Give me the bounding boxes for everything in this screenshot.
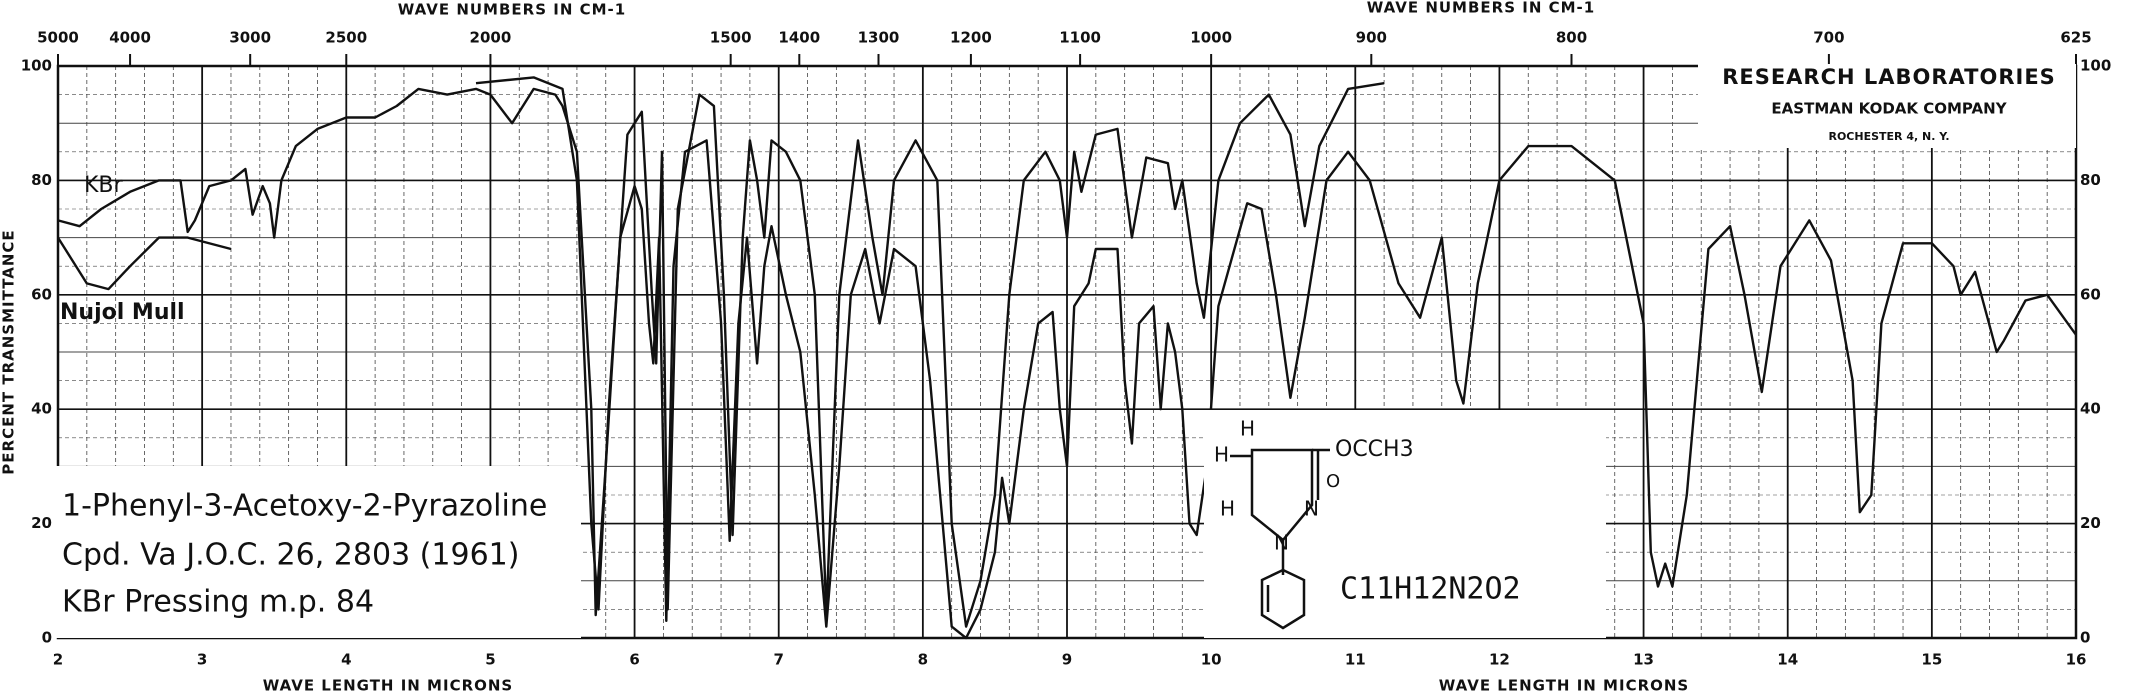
top-tick-label: 5000 bbox=[37, 29, 79, 47]
top-tick-label: 1100 bbox=[1059, 29, 1101, 47]
x-tick-label: 7 bbox=[773, 651, 783, 669]
top-tick-label: 2000 bbox=[470, 29, 512, 47]
x-tick-label: 5 bbox=[485, 651, 495, 669]
x-tick-label: 10 bbox=[1201, 651, 1222, 669]
spectrum-line bbox=[57, 87, 2077, 640]
method: KBr Pressing m.p. 84 bbox=[62, 585, 374, 620]
series-annotation: Nujol Mull bbox=[60, 300, 185, 325]
x-tick-label: 6 bbox=[629, 651, 639, 669]
x-tick-label: 3 bbox=[197, 651, 207, 669]
y-axis-label: PERCENT TRANSMITTANCE bbox=[0, 229, 18, 474]
x-tick-label: 15 bbox=[1921, 651, 1942, 669]
series-annotation: KBr bbox=[84, 173, 124, 198]
y-tick-label: 40 bbox=[31, 400, 52, 418]
x-tick-label: 9 bbox=[1062, 651, 1072, 669]
compound-name: 1-Phenyl-3-Acetoxy-2-Pyrazoline bbox=[62, 489, 547, 524]
structure-atom: H bbox=[1214, 443, 1229, 467]
bottom-axis-label: WAVE LENGTH IN MICRONS bbox=[263, 677, 514, 695]
y-tick-label-right: 100 bbox=[2080, 57, 2111, 75]
top-tick-label: 4000 bbox=[109, 29, 151, 47]
y-tick-label: 80 bbox=[31, 171, 52, 189]
top-tick-label: 1400 bbox=[778, 29, 820, 47]
spectrum-line bbox=[475, 76, 1385, 628]
notes-box bbox=[56, 466, 581, 638]
top-axis-label: WAVE NUMBERS IN CM-1 bbox=[398, 1, 626, 19]
x-tick-label: 13 bbox=[1633, 651, 1654, 669]
lab-box bbox=[1698, 64, 2076, 148]
top-tick-label: 1500 bbox=[710, 29, 752, 47]
y-tick-label-right: 0 bbox=[2080, 629, 2090, 647]
x-tick-label: 11 bbox=[1345, 651, 1366, 669]
lab-name: RESEARCH LABORATORIES bbox=[1722, 65, 2056, 89]
top-tick-label: 1300 bbox=[858, 29, 900, 47]
spectra bbox=[56, 76, 2077, 640]
structure-atom: H bbox=[1240, 417, 1255, 441]
structure-bonds bbox=[1230, 448, 1330, 630]
structure-atom: H bbox=[1220, 497, 1235, 521]
top-tick-label: 700 bbox=[1813, 29, 1844, 47]
top-axis-label: WAVE NUMBERS IN CM-1 bbox=[1367, 0, 1595, 17]
y-tick-label-right: 40 bbox=[2080, 400, 2101, 418]
structure-box bbox=[1204, 410, 1606, 638]
top-tick-label: 2500 bbox=[325, 29, 367, 47]
lab-company: EASTMAN KODAK COMPANY bbox=[1771, 100, 2007, 118]
spectrum-line bbox=[56, 236, 232, 291]
reference: Cpd. Va J.O.C. 26, 2803 (1961) bbox=[62, 538, 519, 573]
top-tick-label: 3000 bbox=[229, 29, 271, 47]
x-tick-label: 2 bbox=[53, 651, 63, 669]
top-tick-label: 1000 bbox=[1190, 29, 1232, 47]
y-tick-label-right: 80 bbox=[2080, 171, 2101, 189]
y-tick-label: 20 bbox=[31, 514, 52, 532]
x-tick-label: 12 bbox=[1489, 651, 1510, 669]
bottom-axis-label: WAVE LENGTH IN MICRONS bbox=[1439, 677, 1690, 695]
y-tick-label: 60 bbox=[31, 285, 52, 303]
top-tick-label: 625 bbox=[2060, 29, 2091, 47]
x-tick-label: 16 bbox=[2066, 651, 2087, 669]
top-tick-label: 1200 bbox=[950, 29, 992, 47]
structure-atom: O bbox=[1326, 471, 1340, 492]
x-tick-label: 8 bbox=[918, 651, 928, 669]
top-tick-label: 800 bbox=[1556, 29, 1587, 47]
lab-address: ROCHESTER 4, N. Y. bbox=[1828, 130, 1949, 143]
formula: C11H12N2O2 bbox=[1340, 572, 1521, 607]
y-tick-label-right: 60 bbox=[2080, 285, 2101, 303]
y-tick-label: 100 bbox=[21, 57, 52, 75]
y-tick-label: 0 bbox=[42, 629, 52, 647]
structure-atom: N bbox=[1274, 531, 1289, 555]
y-tick-label-right: 20 bbox=[2080, 514, 2101, 532]
structure-group: OCCH3 bbox=[1335, 437, 1414, 462]
top-tick-label: 900 bbox=[1356, 29, 1387, 47]
structure-atom: N bbox=[1304, 497, 1319, 521]
x-tick-label: 4 bbox=[341, 651, 351, 669]
x-tick-label: 14 bbox=[1777, 651, 1798, 669]
